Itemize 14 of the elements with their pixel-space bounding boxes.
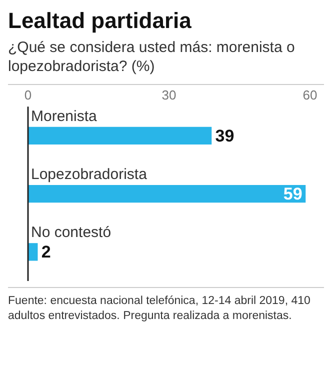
data-label: 2 bbox=[41, 242, 51, 262]
bar bbox=[28, 126, 212, 144]
y-tick-label: Lopezobradorista bbox=[31, 166, 148, 183]
x-tick-label: 30 bbox=[162, 87, 176, 102]
source-note: Fuente: encuesta nacional telefónica, 12-14 abril 2019, 410 adultos entrevistados. Pregunta realizada a morenistas. bbox=[8, 294, 312, 324]
y-tick-label: Morenista bbox=[31, 108, 98, 125]
data-label: 59 bbox=[283, 184, 302, 204]
x-tick-label: 0 bbox=[24, 87, 32, 102]
y-tick-label: No contestó bbox=[31, 224, 112, 242]
chart-title: Lealtad partidaria bbox=[8, 8, 192, 34]
data-label: 39 bbox=[215, 126, 234, 146]
x-tick-label: 60 bbox=[302, 87, 318, 102]
chart-subtitle: ¿Qué se considera usted más: morenista o lopezobradorista? (%) bbox=[8, 38, 296, 76]
bar bbox=[28, 184, 306, 203]
